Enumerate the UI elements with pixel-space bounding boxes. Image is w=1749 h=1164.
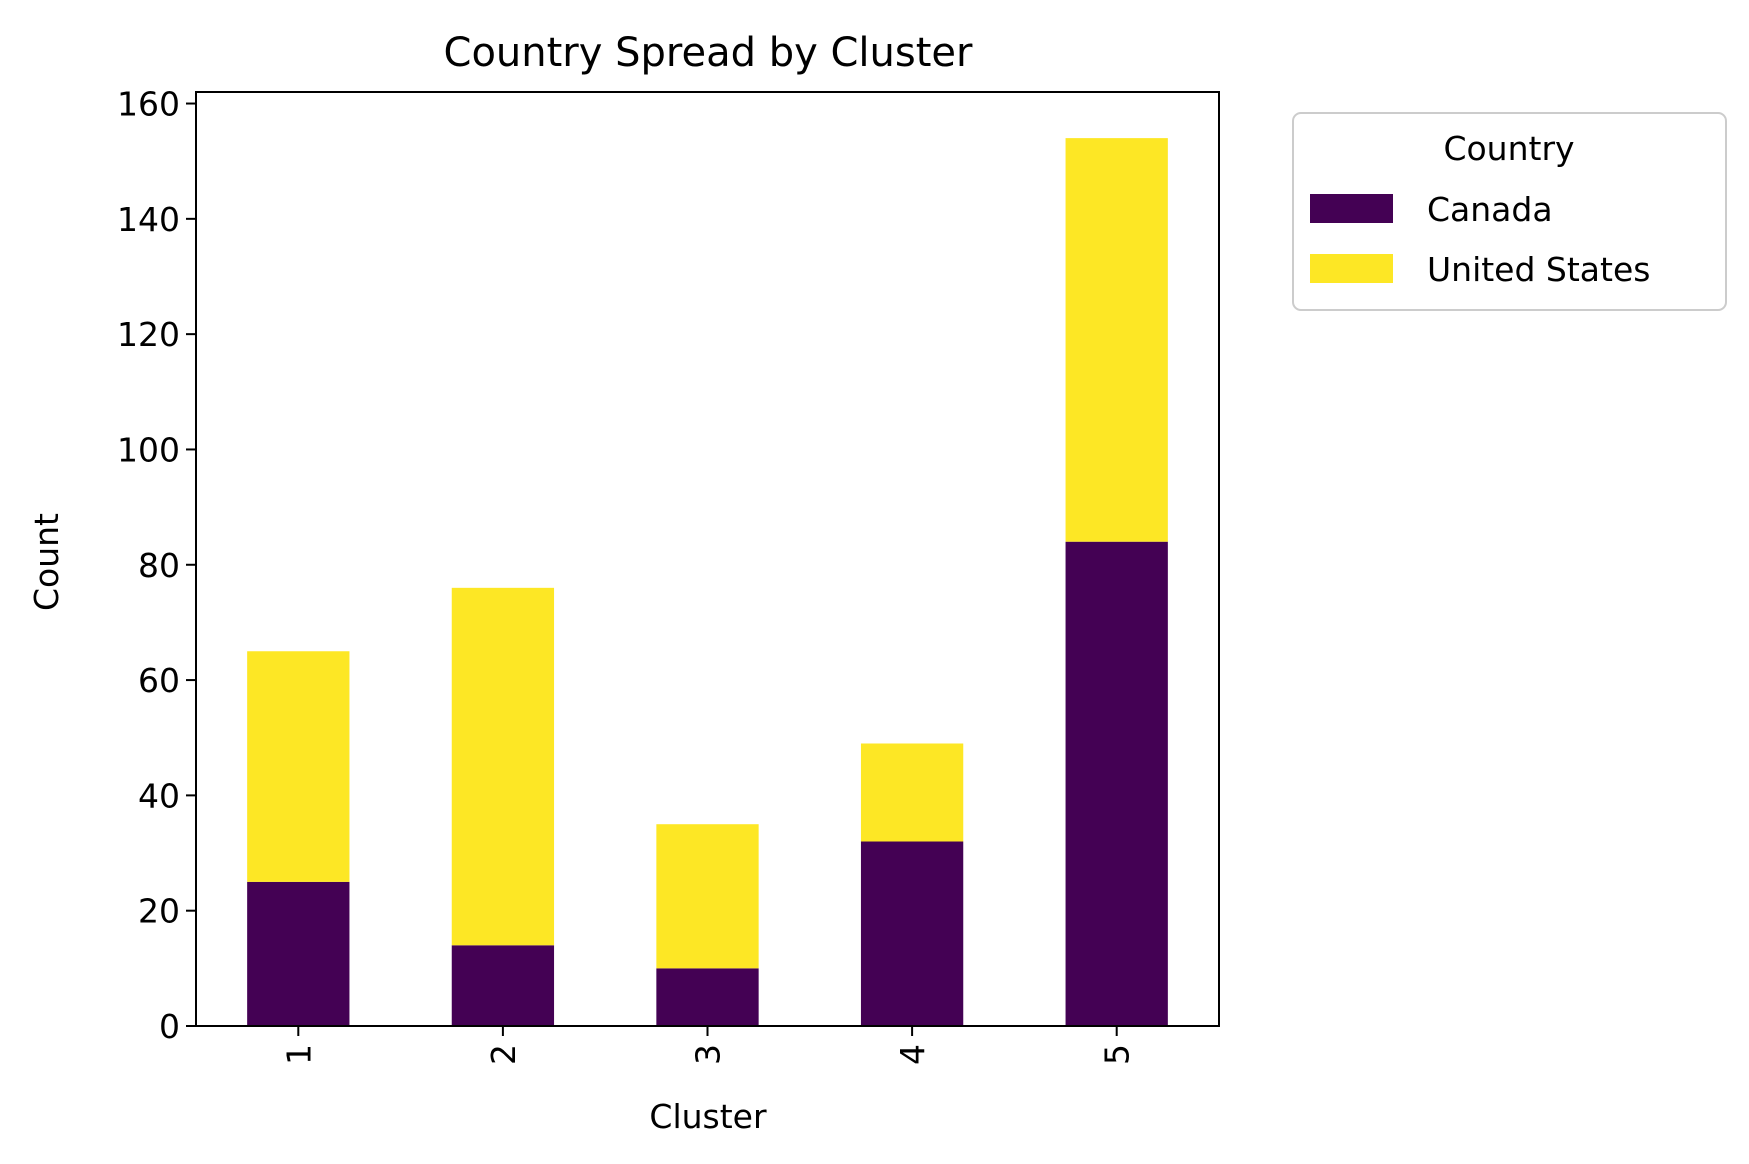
legend: Country Canada United States [1292,112,1727,311]
legend-swatch-canada [1310,194,1393,223]
bars-group [247,138,1168,1026]
x-tick-label: 3 [689,1044,728,1065]
bar-canada-cluster-4 [860,841,964,1026]
y-axis-label: Count [27,513,66,611]
legend-title: Country [1443,129,1574,168]
y-tick-label: 100 [117,430,180,469]
x-tick-label: 1 [279,1044,318,1065]
x-tick-label: 5 [1098,1044,1137,1065]
y-tick-label: 0 [159,1007,180,1046]
x-tick-label: 4 [893,1044,932,1065]
legend-label-canada: Canada [1427,190,1553,229]
bar-canada-cluster-3 [656,968,759,1026]
x-tick-label: 2 [484,1044,523,1065]
bar-united-states-cluster-2 [451,587,555,946]
bar-united-states-cluster-4 [860,743,964,842]
y-tick-label: 20 [138,892,180,931]
bar-united-states-cluster-3 [656,824,759,969]
legend-frame [1292,112,1727,311]
y-tick-label: 140 [117,200,180,239]
y-tick-label: 80 [138,546,180,585]
bar-canada-cluster-1 [247,881,350,1026]
bar-canada-cluster-5 [1065,541,1168,1026]
x-axis-ticks: 1 2 3 4 5 [279,1026,1137,1065]
chart-title: Country Spread by Cluster [444,30,974,76]
bar-canada-cluster-2 [451,945,555,1026]
x-axis-label: Cluster [649,1097,767,1136]
bar-united-states-cluster-1 [247,651,350,882]
y-tick-label: 160 [117,85,180,124]
y-tick-label: 60 [138,661,180,700]
y-tick-label: 40 [138,776,180,815]
bar-united-states-cluster-5 [1065,138,1168,542]
legend-entries: Canada United States [1310,190,1650,289]
legend-label-united-states: United States [1427,250,1650,289]
y-tick-label: 120 [117,315,180,354]
y-axis-ticks: 0 20 40 60 80 100 120 140 160 [117,85,196,1046]
legend-swatch-united-states [1310,254,1393,283]
